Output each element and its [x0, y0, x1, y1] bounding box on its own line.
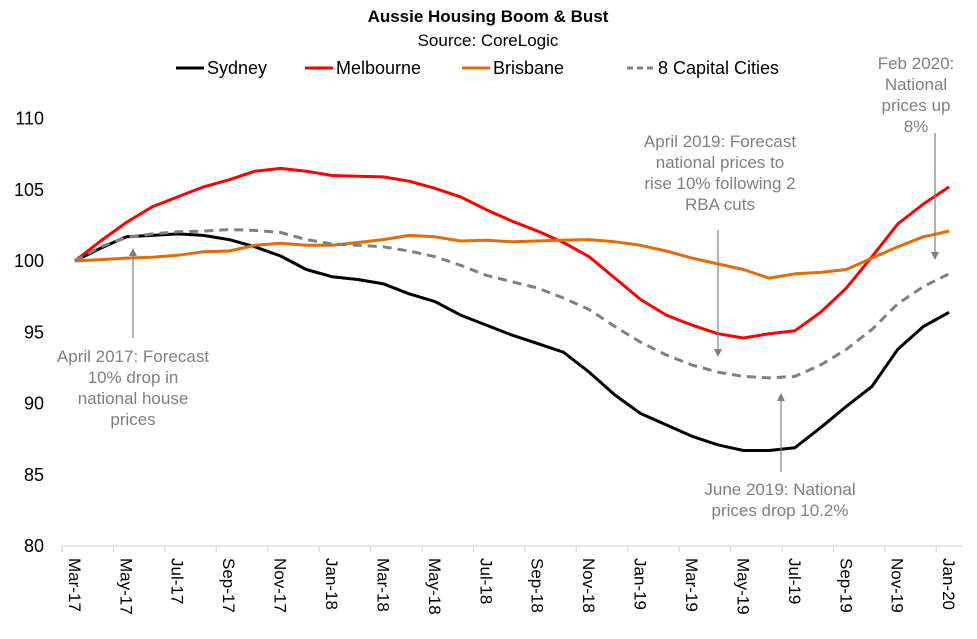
annotation-text: National: [885, 75, 947, 94]
x-tick-label: Mar-19: [682, 558, 701, 612]
x-tick-label: Mar-17: [65, 558, 84, 612]
arrowhead-icon: [714, 349, 722, 357]
annotation-text: 8%: [904, 117, 929, 136]
x-tick-label: Jul-17: [168, 558, 187, 604]
series-line-brisbane: [74, 229, 950, 280]
series-line-8-capital-cities: [74, 228, 950, 380]
legend-label: 8 Capital Cities: [658, 58, 779, 78]
x-tick-label: Mar-18: [373, 558, 392, 612]
x-tick-label: May-19: [733, 558, 752, 615]
annotation-text: prices drop 10.2%: [711, 501, 848, 520]
x-tick-label: May-17: [116, 558, 135, 615]
annotation-text: RBA cuts: [685, 195, 755, 214]
arrowhead-icon: [129, 248, 137, 256]
y-tick-label: 80: [24, 536, 44, 556]
chart-subtitle: Source: CoreLogic: [418, 31, 559, 50]
x-tick-label: Nov-17: [271, 558, 290, 613]
x-tick-label: Sep-17: [219, 558, 238, 613]
legend-label: Melbourne: [336, 58, 421, 78]
x-tick-label: Nov-18: [579, 558, 598, 613]
legend-label: Brisbane: [493, 58, 564, 78]
y-tick-label: 105: [14, 180, 44, 200]
x-tick-label: Sep-19: [836, 558, 855, 613]
x-tick-label: Nov-19: [888, 558, 907, 613]
annotation-text: prices up: [882, 96, 951, 115]
y-tick-label: 110: [15, 109, 44, 129]
x-tick-label: Jul-18: [476, 558, 495, 604]
x-tick-label: May-18: [425, 558, 444, 615]
annotation-text: April 2017: Forecast: [57, 347, 209, 366]
annotation-text: national prices to: [656, 153, 785, 172]
x-tick-label: Jan-18: [322, 558, 341, 610]
y-axis: 80 85 90 95 100 105 110: [14, 109, 44, 557]
annotation-text: national house: [78, 389, 189, 408]
annotation-text: 10% drop in: [88, 368, 179, 387]
arrowhead-icon: [931, 252, 939, 260]
y-tick-label: 90: [24, 394, 44, 414]
annotation-text: prices: [110, 410, 155, 429]
y-tick-label: 100: [14, 251, 44, 271]
annotation-text: Feb 2020:: [878, 54, 955, 73]
x-tick-label: Jan-19: [631, 558, 650, 610]
annotation-text: rise 10% following 2: [644, 174, 795, 193]
series-line-melbourne: [73, 166, 950, 340]
y-tick-label: 95: [24, 322, 44, 342]
x-axis: Mar-17 May-17 Jul-17 Sep-17 Nov-17 Jan-18 Mar-…: [61, 545, 963, 615]
annotations: April 2017: Forecast 10% drop in national …: [57, 54, 954, 520]
chart-title: Aussie Housing Boom & Bust: [368, 7, 609, 26]
x-tick-label: Jan-20: [939, 558, 958, 610]
legend-label: Sydney: [207, 58, 267, 78]
x-tick-label: Sep-18: [528, 558, 547, 613]
arrowhead-icon: [777, 393, 785, 401]
annotation-text: April 2019: Forecast: [644, 132, 796, 151]
x-tick-label: Jul-19: [785, 558, 804, 604]
series-lines: [73, 166, 950, 452]
annotation-text: June 2019: National: [704, 480, 855, 499]
series-line-sydney: [74, 232, 950, 452]
legend: Sydney Melbourne Brisbane 8 Capital Cities: [176, 58, 779, 78]
y-tick-label: 85: [24, 465, 44, 485]
